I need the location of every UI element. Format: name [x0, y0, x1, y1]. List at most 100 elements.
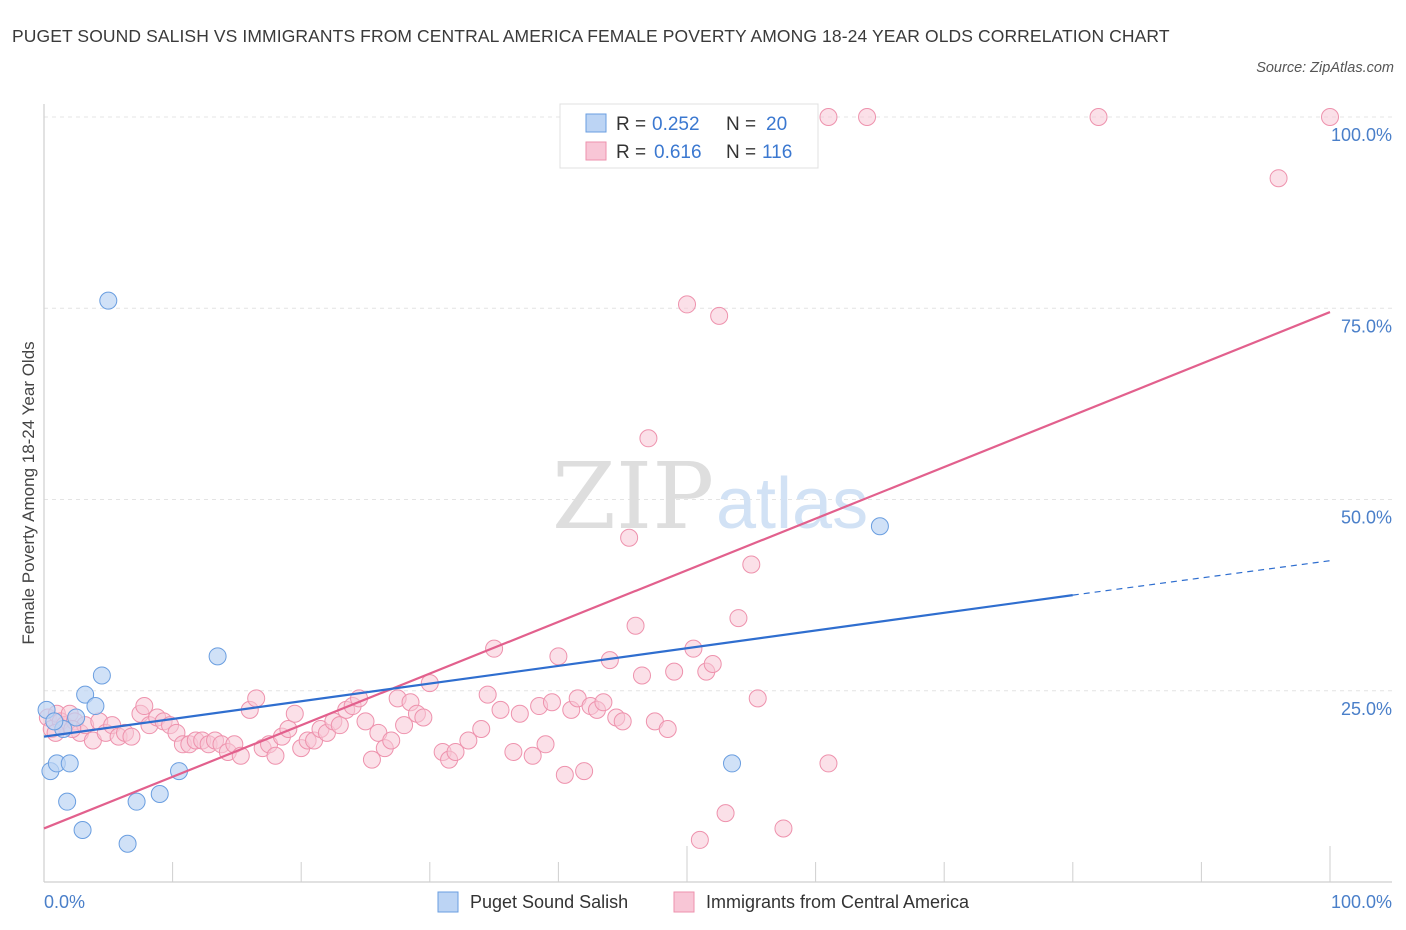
point-salish: [118, 834, 137, 853]
y-tick-labels: 25.0% 50.0% 75.0% 100.0%: [1331, 125, 1392, 719]
series-salish-points: [37, 291, 889, 853]
legend-n-value-immigrants: 116: [762, 142, 792, 163]
point-immigrants: [858, 108, 877, 126]
point-immigrants: [716, 804, 735, 823]
chart-title: PUGET SOUND SALISH VS IMMIGRANTS FROM CE…: [12, 26, 1170, 46]
point-immigrants: [819, 754, 838, 773]
point-salish: [127, 792, 146, 811]
legend-r-value-salish: 0.252: [652, 114, 700, 135]
point-immigrants: [594, 693, 613, 712]
top-legend: R = 0.252 N = 20 R = 0.616 N = 116: [559, 103, 819, 169]
point-immigrants: [678, 295, 696, 314]
point-immigrants: [729, 609, 748, 628]
trend-line-salish: [43, 594, 1073, 738]
point-immigrants: [620, 528, 639, 547]
bottom-legend-swatch-salish: [437, 891, 459, 913]
point-immigrants: [748, 689, 767, 708]
point-immigrants: [478, 685, 497, 704]
point-salish: [99, 291, 118, 310]
point-immigrants: [555, 765, 574, 784]
point-immigrants: [658, 720, 677, 738]
point-immigrants: [504, 742, 523, 761]
point-immigrants: [536, 735, 555, 754]
trend-line-immigrants: [43, 311, 1331, 830]
point-salish: [208, 647, 227, 666]
y-tick-label: 75.0%: [1341, 316, 1392, 336]
y-tick-label: 50.0%: [1341, 508, 1392, 528]
watermark-atlas: atlas: [716, 464, 868, 544]
point-immigrants: [774, 819, 793, 838]
point-immigrants: [395, 716, 414, 735]
point-immigrants: [382, 731, 401, 750]
y-axis-label: Female Poverty Among 18-24 Year Olds: [19, 341, 38, 644]
point-salish: [92, 666, 111, 685]
point-immigrants: [356, 712, 375, 731]
trend-line-salish-extension: [1072, 560, 1331, 596]
gridlines: [44, 116, 1392, 692]
point-immigrants: [362, 750, 381, 769]
point-salish: [150, 785, 169, 804]
point-immigrants: [510, 704, 529, 723]
point-immigrants: [279, 720, 298, 738]
point-immigrants: [1269, 169, 1288, 188]
point-salish: [723, 754, 742, 773]
point-immigrants: [632, 666, 651, 685]
point-immigrants: [819, 108, 838, 126]
point-immigrants: [710, 306, 729, 325]
legend-r-label-salish: R =: [616, 114, 646, 135]
point-salish: [60, 754, 79, 773]
watermark: ZIP atlas: [552, 443, 868, 550]
point-immigrants: [523, 746, 542, 765]
point-salish: [86, 697, 105, 716]
y-tick-label: 25.0%: [1341, 699, 1392, 719]
bottom-legend-label-salish: Puget Sound Salish: [470, 892, 628, 912]
point-immigrants: [285, 704, 304, 723]
point-salish: [67, 708, 86, 727]
legend-swatch-immigrants: [585, 141, 607, 161]
point-immigrants: [459, 731, 478, 750]
bottom-legend-swatch-immigrants: [673, 891, 695, 913]
point-salish: [58, 792, 77, 811]
point-immigrants: [122, 727, 141, 746]
point-salish: [76, 685, 95, 704]
point-salish: [870, 517, 889, 536]
bottom-legend: Puget Sound Salish Immigrants from Centr…: [437, 891, 970, 913]
point-immigrants: [446, 742, 465, 761]
series-immigrants-points: [38, 108, 1339, 849]
x-tick-label-max: 100.0%: [1331, 892, 1392, 912]
point-salish: [73, 820, 92, 839]
axes: [43, 104, 1392, 883]
point-immigrants: [472, 720, 491, 738]
x-tick-label-min: 0.0%: [44, 892, 85, 912]
point-immigrants: [330, 716, 349, 735]
x-axis-ticks: [43, 846, 1331, 882]
point-immigrants: [266, 746, 285, 765]
point-immigrants: [1321, 108, 1339, 126]
legend-swatch-salish: [585, 113, 607, 133]
bottom-legend-label-immigrants: Immigrants from Central America: [706, 892, 970, 912]
point-immigrants: [542, 693, 561, 712]
point-immigrants: [703, 654, 722, 673]
point-immigrants: [247, 689, 266, 708]
point-immigrants: [414, 708, 433, 727]
point-immigrants: [1089, 108, 1108, 126]
legend-r-label-immigrants: R =: [616, 142, 646, 163]
legend-n-value-salish: 20: [766, 114, 787, 135]
point-immigrants: [690, 830, 709, 849]
point-immigrants: [491, 700, 510, 719]
trend-lines: [43, 311, 1331, 830]
point-immigrants: [639, 429, 658, 448]
point-immigrants: [549, 647, 568, 666]
legend-n-label-salish: N =: [726, 114, 756, 135]
y-tick-label: 100.0%: [1331, 125, 1392, 145]
legend-n-label-immigrants: N =: [726, 142, 756, 163]
source-label: Source: ZipAtlas.com: [1256, 60, 1394, 76]
point-immigrants: [613, 712, 632, 731]
point-salish: [45, 712, 64, 731]
point-immigrants: [665, 662, 684, 681]
point-immigrants: [135, 697, 154, 716]
point-immigrants: [626, 616, 645, 635]
legend-r-value-immigrants: 0.616: [654, 142, 702, 163]
point-immigrants: [742, 555, 761, 574]
